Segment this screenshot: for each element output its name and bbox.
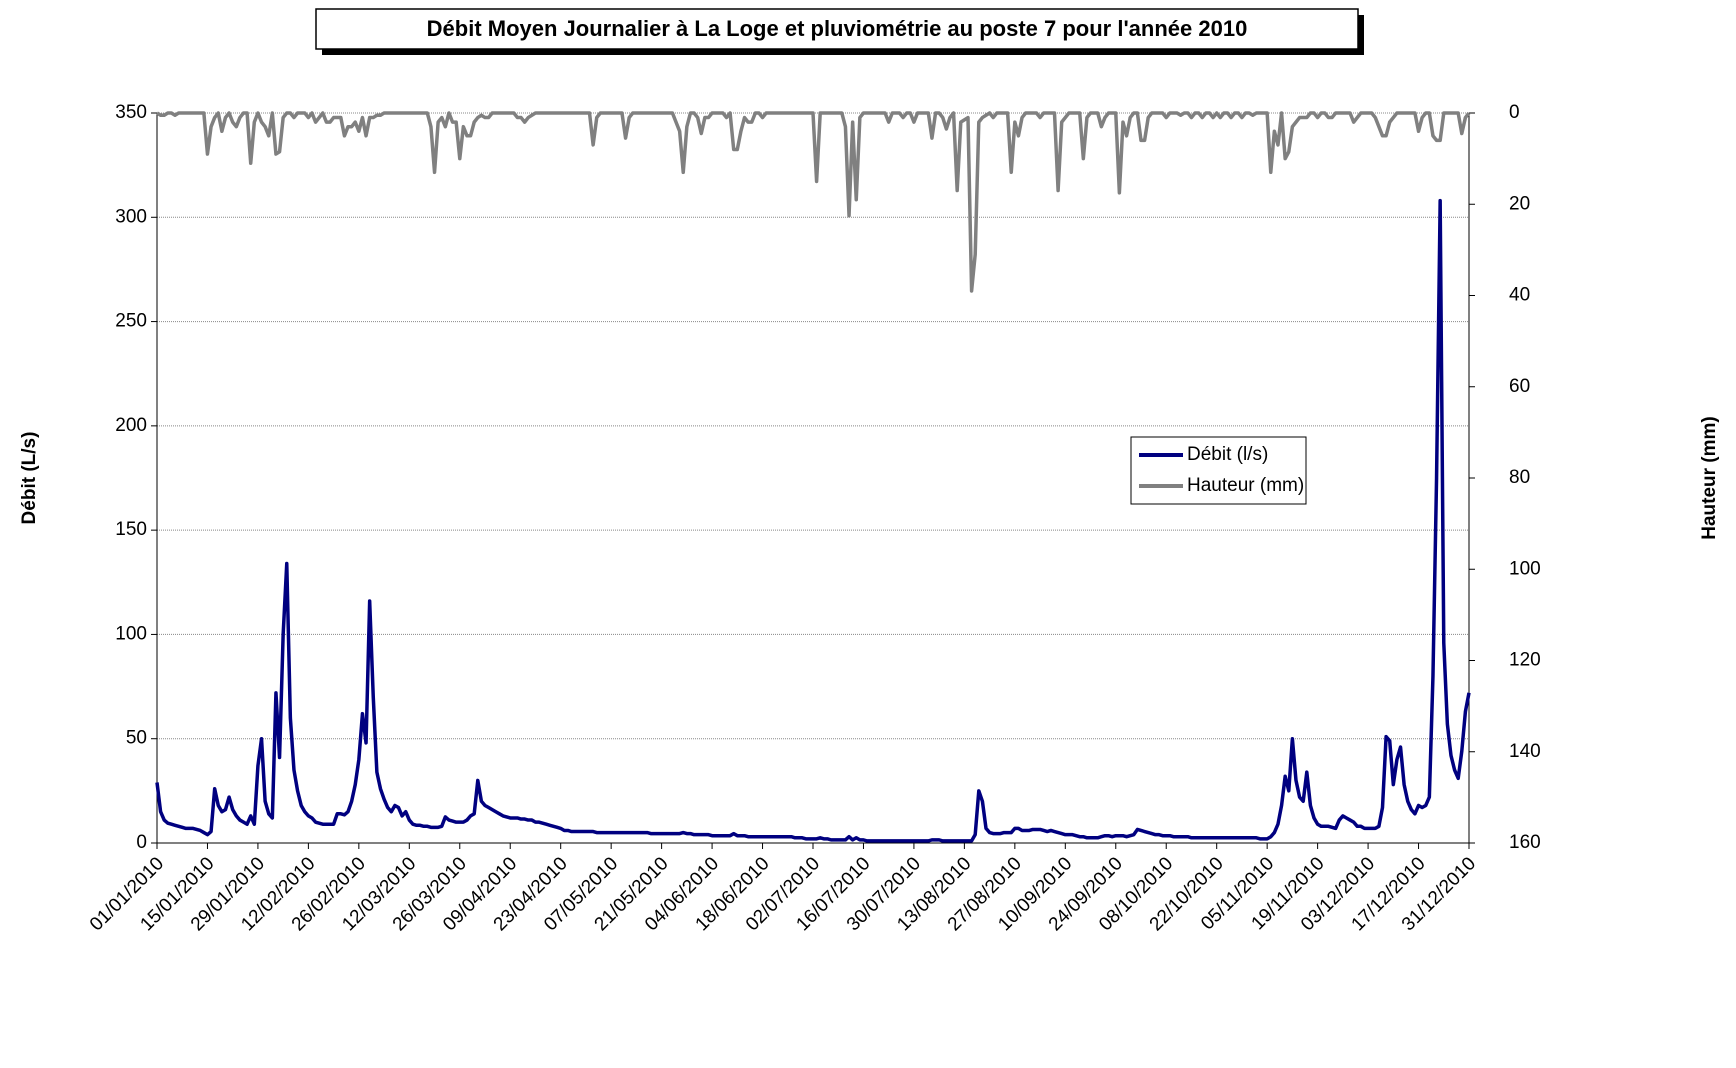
legend-label: Débit (l/s) xyxy=(1187,444,1268,465)
y-tick-label: 250 xyxy=(115,311,147,332)
y2-tick-label: 160 xyxy=(1509,832,1541,853)
y-tick-label: 200 xyxy=(115,415,147,436)
chart-title: Débit Moyen Journalier à La Loge et pluv… xyxy=(427,16,1248,41)
y2-tick-label: 120 xyxy=(1509,650,1541,671)
y2-tick-label: 0 xyxy=(1509,102,1520,123)
y-tick-label: 100 xyxy=(115,623,147,644)
title-box xyxy=(315,8,1359,50)
y-tick-label: 300 xyxy=(115,206,147,227)
series-line xyxy=(155,198,1471,843)
legend-box xyxy=(1130,436,1307,505)
y2-tick-label: 100 xyxy=(1509,558,1541,579)
y-tick-label: 150 xyxy=(115,519,147,540)
y2-axis-label: Hauteur (mm) xyxy=(1699,416,1720,540)
y2-tick-label: 20 xyxy=(1509,193,1530,214)
y2-tick-label: 60 xyxy=(1509,376,1530,397)
series-line xyxy=(156,111,1471,293)
y-axis-label: Débit (L/s) xyxy=(19,432,40,525)
y-tick-label: 50 xyxy=(126,728,147,749)
y-tick-label: 0 xyxy=(136,832,147,853)
legend-label: Hauteur (mm) xyxy=(1187,475,1304,496)
y2-tick-label: 80 xyxy=(1509,467,1530,488)
y2-tick-label: 140 xyxy=(1509,741,1541,762)
y-tick-label: 350 xyxy=(115,102,147,123)
y2-tick-label: 40 xyxy=(1509,285,1530,306)
